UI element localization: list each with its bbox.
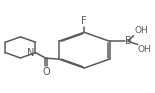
- Text: F: F: [81, 16, 87, 26]
- Text: OH: OH: [138, 45, 152, 54]
- Text: B: B: [125, 36, 132, 46]
- Text: N: N: [27, 48, 35, 58]
- Text: O: O: [42, 67, 50, 77]
- Text: OH: OH: [134, 26, 148, 35]
